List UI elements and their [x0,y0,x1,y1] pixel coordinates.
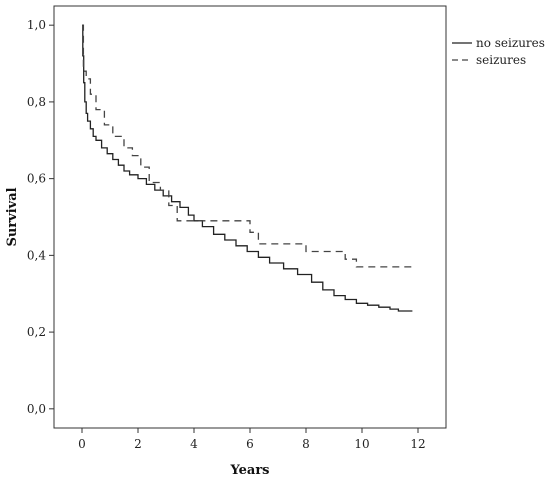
x-axis-title: Years [229,463,269,478]
x-tick-label: 2 [134,437,142,451]
x-tick-label: 12 [410,437,425,451]
series-line-seizures [82,24,413,268]
y-tick-label: 0,8 [27,95,46,109]
legend-label-no-seizures: no seizures [476,36,545,50]
plot-frame [53,5,447,429]
x-tick-label: 0 [78,437,86,451]
y-ticks: 0,0 0,2 0,4 0,6 0,8 1,0 [27,18,54,416]
y-tick-label: 0,6 [27,172,46,186]
y-axis-title: Survival [5,187,20,246]
legend: no seizures seizures [452,36,545,67]
x-tick-label: 6 [246,437,254,451]
y-tick-label: 0,4 [27,248,46,262]
y-tick-label: 0,2 [27,325,46,339]
series-layer [82,24,413,312]
x-ticks: 0 2 4 6 8 10 12 [78,428,426,451]
x-tick-label: 8 [302,437,310,451]
series-line-no-seizures [82,24,413,312]
x-tick-label: 10 [354,437,369,451]
x-tick-label: 4 [190,437,198,451]
legend-label-seizures: seizures [476,53,526,67]
y-tick-label: 0,0 [27,402,46,416]
y-tick-label: 1,0 [27,18,46,32]
